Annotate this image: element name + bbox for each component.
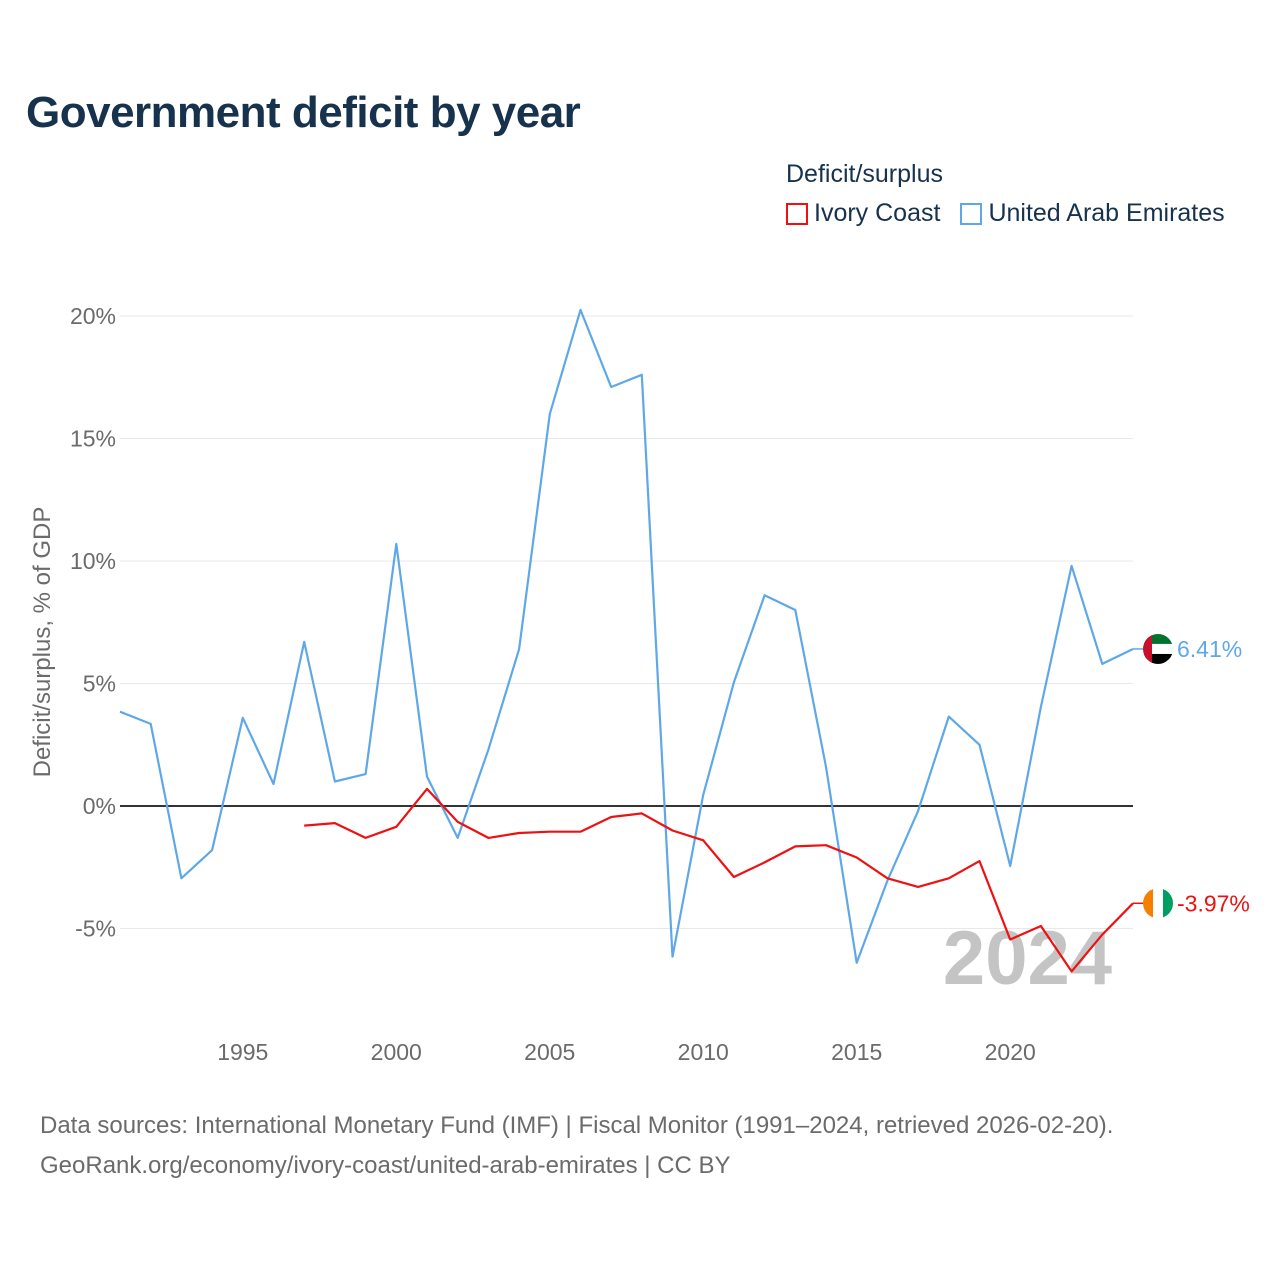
- x-tick-label: 2010: [678, 1039, 729, 1065]
- flag-stripe: [1153, 888, 1163, 919]
- y-tick-label: 5%: [83, 671, 116, 697]
- source-note: Data sources: International Monetary Fun…: [40, 1106, 1113, 1186]
- end-value-label-ivory-coast: -3.97%: [1177, 890, 1250, 916]
- x-tick-label: 1995: [217, 1039, 268, 1065]
- flag-icon-united-arab-emirates: [1143, 633, 1173, 664]
- y-axis: 20% 15% 10% 5% 0% -5%: [70, 303, 116, 942]
- flag-stripe: [1143, 633, 1152, 664]
- x-axis: 1995 2000 2005 2010 2015 2020: [217, 1039, 1036, 1065]
- flag-stripe: [1143, 888, 1153, 919]
- y-tick-label: 20%: [70, 303, 116, 329]
- end-value-label-united-arab-emirates: 6.41%: [1177, 636, 1242, 662]
- series-line-united-arab-emirates[interactable]: [119, 308, 1134, 964]
- gridlines: [120, 315, 1133, 929]
- source-line-1: Data sources: International Monetary Fun…: [40, 1112, 1114, 1139]
- x-tick-label: 2015: [831, 1039, 882, 1065]
- flag-body: [1143, 633, 1173, 664]
- flag-icon-ivory-coast: [1143, 888, 1173, 919]
- flag-stripe: [1143, 643, 1173, 654]
- x-tick-label: 2005: [524, 1039, 575, 1065]
- legend-swatch-ivory-coast: [786, 202, 808, 225]
- y-tick-label: 15%: [70, 426, 116, 452]
- end-labels: 6.41% -3.97%: [1133, 633, 1250, 919]
- y-tick-label: -5%: [75, 916, 116, 942]
- x-tick-label: 2000: [371, 1039, 422, 1065]
- legend-item-uae[interactable]: United Arab Emirates: [960, 199, 1225, 228]
- flag-body: [1143, 888, 1173, 919]
- source-line-2[interactable]: GeoRank.org/economy/ivory-coast/united-a…: [40, 1152, 731, 1179]
- flag-stripe: [1163, 888, 1173, 919]
- legend: Deficit/surplus Ivory Coast United Arab …: [786, 160, 1225, 228]
- legend-label-ivory-coast: Ivory Coast: [814, 199, 941, 227]
- legend-label-uae: United Arab Emirates: [988, 199, 1225, 227]
- line-chart: 20% 15% 10% 5% 0% -5% 1995 2000 2005 2010 2015 202…: [29, 303, 1250, 1065]
- series-lines: [119, 308, 1134, 973]
- y-tick-label: 0%: [83, 793, 116, 819]
- y-axis-label: Deficit/surplus, % of GDP: [29, 507, 56, 778]
- series-line-ivory-coast[interactable]: [304, 787, 1134, 973]
- flag-stripe: [1143, 633, 1173, 644]
- legend-title: Deficit/surplus: [786, 160, 943, 188]
- flag-stripe: [1143, 653, 1173, 664]
- x-tick-label: 2020: [985, 1039, 1036, 1065]
- legend-swatch-uae: [960, 202, 983, 225]
- legend-item-ivory-coast[interactable]: Ivory Coast: [786, 199, 940, 228]
- y-tick-label: 10%: [70, 548, 116, 574]
- chart-title: Government deficit by year: [26, 88, 581, 137]
- year-watermark: 2024: [943, 916, 1112, 1001]
